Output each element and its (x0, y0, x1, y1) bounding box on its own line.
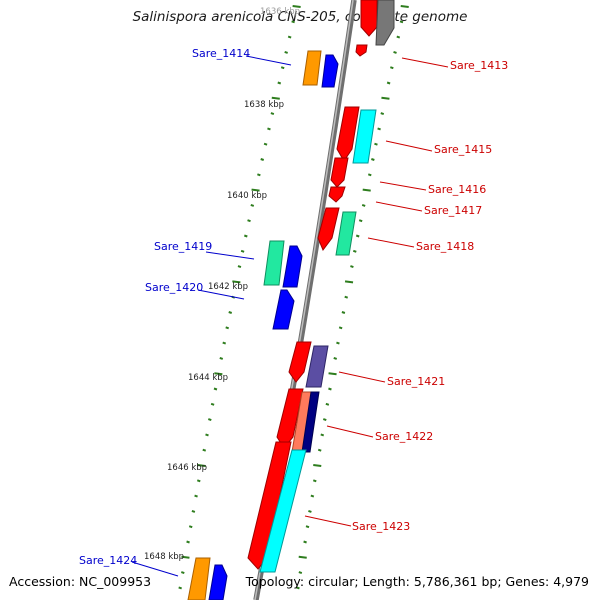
gene-sare-1418b-block[interactable] (335, 211, 357, 256)
gene-sare-1413c-block[interactable] (355, 44, 368, 57)
gene-labels: Sare_1414 Sare_1419 Sare_1420 Sare_1424 … (79, 47, 508, 567)
gene-sare-1420-block[interactable] (272, 289, 295, 330)
gene-sare-1422c-block[interactable] (301, 391, 320, 453)
gene-label-sare-1421[interactable]: Sare_1421 (387, 375, 445, 388)
kbp-label-1642: 1642 kbp (208, 282, 248, 292)
label-leaders (131, 55, 449, 577)
gene-sare-1419-block[interactable] (263, 240, 285, 286)
gene-label-sare-1417[interactable]: Sare_1417 (424, 204, 482, 217)
gene-label-sare-1419[interactable]: Sare_1419 (154, 240, 212, 253)
gene-sare-1421-block[interactable] (288, 341, 312, 383)
gene-sare-1413-block[interactable] (360, 0, 378, 37)
gene-label-sare-1415[interactable]: Sare_1415 (434, 143, 492, 156)
forward-strand-features (187, 50, 339, 600)
gene-sare-1419b-block[interactable] (282, 245, 303, 288)
gene-sare-1423b-block[interactable] (259, 449, 307, 573)
gene-label-sare-1413[interactable]: Sare_1413 (450, 59, 508, 72)
outer-scale (296, 5, 409, 590)
gene-label-sare-1414[interactable]: Sare_1414 (192, 47, 250, 60)
gene-sare-1415b-block[interactable] (352, 109, 377, 164)
kbp-label-1638: 1638 kbp (244, 100, 284, 110)
gene-label-sare-1422[interactable]: Sare_1422 (375, 430, 433, 443)
gene-sare-1424-block[interactable] (187, 557, 211, 600)
gene-label-sare-1424[interactable]: Sare_1424 (79, 554, 137, 567)
kbp-label-1648: 1648 kbp (144, 552, 184, 562)
kbp-label-1636: 1636 kbp (260, 7, 300, 17)
gene-label-sare-1423[interactable]: Sare_1423 (352, 520, 410, 533)
gene-sare-1424b-block[interactable] (208, 564, 228, 600)
gene-label-sare-1416[interactable]: Sare_1416 (428, 183, 486, 196)
kbp-label-1646: 1646 kbp (167, 463, 207, 473)
reverse-strand-features (247, 0, 395, 573)
gene-label-sare-1420[interactable]: Sare_1420 (145, 281, 203, 294)
gene-sare-1417-block[interactable] (328, 186, 346, 203)
kbp-label-1640: 1640 kbp (227, 191, 267, 201)
gene-sare-1414-block[interactable] (302, 50, 322, 86)
accession-label: Accession: NC_009953 (9, 574, 152, 589)
gene-sare-1418-block[interactable] (317, 207, 340, 251)
gene-sare-1413b-block[interactable] (375, 0, 395, 46)
gene-label-sare-1418[interactable]: Sare_1418 (416, 240, 474, 253)
gene-sare-1414b-block[interactable] (321, 54, 339, 88)
genome-summary: Topology: circular; Length: 5,786,361 bp… (245, 574, 589, 589)
gene-sare-1415-block[interactable] (336, 106, 360, 162)
gene-sare-1416-block[interactable] (330, 157, 349, 188)
gene-sare-1421b-block[interactable] (305, 345, 329, 388)
kbp-label-1644: 1644 kbp (188, 373, 228, 383)
kbp-labels: 1636 kbp 1638 kbp 1640 kbp 1642 kbp 1644… (144, 7, 300, 562)
